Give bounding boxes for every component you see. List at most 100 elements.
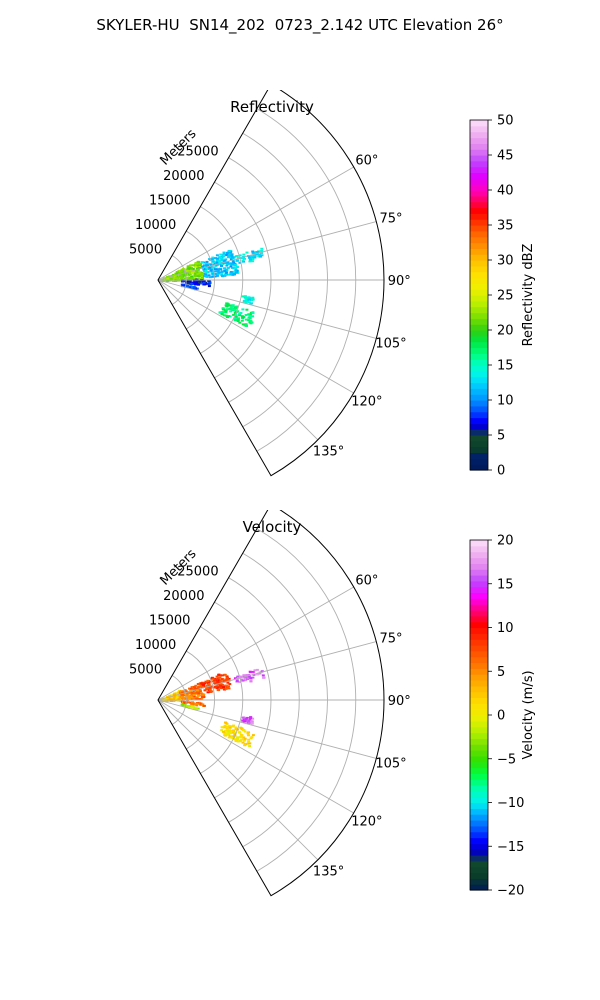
data-pixel — [206, 282, 210, 285]
colorbar-tick-label: 5 — [497, 665, 505, 680]
data-pixel — [223, 261, 227, 264]
data-pixel — [233, 262, 237, 265]
data-pixel — [180, 278, 183, 280]
colorbar-band — [470, 779, 488, 786]
data-pixel — [226, 316, 229, 319]
data-pixel — [250, 736, 254, 739]
data-pixel — [227, 250, 231, 252]
data-pixel — [256, 251, 260, 254]
data-pixel — [176, 699, 180, 702]
data-pixel — [247, 256, 251, 259]
colorbar: 0 5 10 15 20 25 30 35 40 45 50 Reflectivity dBZ — [469, 114, 536, 479]
data-pixel — [246, 742, 250, 745]
data-pixel — [219, 680, 223, 683]
data-pixel — [220, 259, 224, 262]
data-pixel — [244, 318, 248, 321]
data-pixel — [221, 308, 225, 311]
data-pixel — [181, 269, 184, 272]
data-pixel — [205, 684, 209, 687]
data-pixel — [186, 282, 190, 285]
colorbar-band — [470, 802, 488, 809]
colorbar-band — [470, 125, 488, 133]
data-pixel — [195, 689, 199, 692]
colorbar-band — [470, 621, 488, 629]
colorbar-tick-label: 15 — [497, 577, 514, 592]
data-pixel — [226, 256, 230, 259]
data-pixel — [238, 254, 242, 257]
data-pixel — [241, 323, 245, 326]
data-pixel — [216, 685, 220, 688]
data-pixel — [205, 688, 209, 691]
data-pixel — [192, 270, 196, 273]
data-pixel — [219, 263, 223, 266]
data-pixel — [247, 298, 251, 301]
colorbar-band — [470, 691, 488, 699]
data-pixel — [228, 252, 232, 255]
data-pixel — [181, 690, 185, 693]
range-tick-label: 15000 — [149, 194, 190, 209]
azimuth-line — [157, 279, 377, 339]
colorbar-band — [470, 452, 488, 459]
colorbar-band — [470, 359, 488, 366]
data-pixel — [248, 313, 252, 316]
data-pixel — [236, 320, 240, 322]
range-tick-label: 15000 — [149, 614, 190, 629]
azimuth-line — [157, 641, 377, 701]
data-pixel — [199, 692, 203, 695]
colorbar-band — [470, 219, 488, 226]
data-pixel — [220, 683, 224, 686]
colorbar-band — [470, 674, 488, 681]
azimuth-tick-label: 60° — [355, 573, 378, 588]
colorbar-band — [470, 884, 488, 891]
data-pixel — [262, 676, 266, 679]
data-pixel — [222, 679, 226, 682]
data-pixel — [239, 736, 243, 738]
data-pixel — [216, 689, 220, 692]
colorbar-band — [470, 860, 488, 868]
data-pixel — [209, 269, 213, 272]
data-pixel — [241, 259, 245, 262]
data-pixel — [181, 273, 184, 276]
data-pixel — [240, 319, 244, 322]
data-pixel — [206, 691, 210, 694]
data-pixel — [215, 675, 219, 678]
data-pixel — [234, 271, 238, 274]
colorbar-band — [470, 586, 488, 594]
data-pixel — [225, 264, 229, 267]
colorbar-band — [470, 645, 488, 652]
data-pixel — [243, 295, 247, 298]
data-pixel — [222, 686, 225, 689]
data-pixel — [220, 264, 223, 267]
data-pixel — [188, 687, 191, 690]
colorbar-label: Reflectivity dBZ — [521, 244, 536, 347]
data-pixel — [186, 265, 190, 268]
data-pixel — [244, 301, 248, 304]
colorbar-band — [470, 172, 488, 179]
colorbar-band — [470, 627, 488, 634]
colorbar-band — [470, 598, 488, 605]
data-pixel — [177, 697, 181, 700]
data-pixel — [208, 266, 212, 269]
data-pixel — [235, 255, 239, 257]
colorbar-band — [470, 236, 488, 244]
colorbar-band — [470, 429, 488, 436]
data-pixel — [242, 674, 246, 677]
data-pixel — [227, 262, 231, 265]
colorbar-tick-label: 45 — [497, 149, 514, 164]
data-pixel — [220, 726, 224, 729]
data-pixel — [201, 686, 205, 689]
data-pixel — [222, 314, 226, 317]
azimuth-line — [157, 166, 354, 281]
data-pixel — [237, 731, 241, 734]
data-pixel — [229, 270, 233, 273]
colorbar-tick-label: 20 — [497, 534, 514, 549]
range-tick-label: 25000 — [177, 565, 218, 580]
data-pixel — [233, 264, 237, 267]
data-pixel — [226, 730, 230, 733]
data-pixel — [231, 304, 235, 307]
data-pixel — [192, 707, 196, 710]
data-pixel — [249, 302, 253, 305]
colorbar-band — [470, 464, 488, 471]
